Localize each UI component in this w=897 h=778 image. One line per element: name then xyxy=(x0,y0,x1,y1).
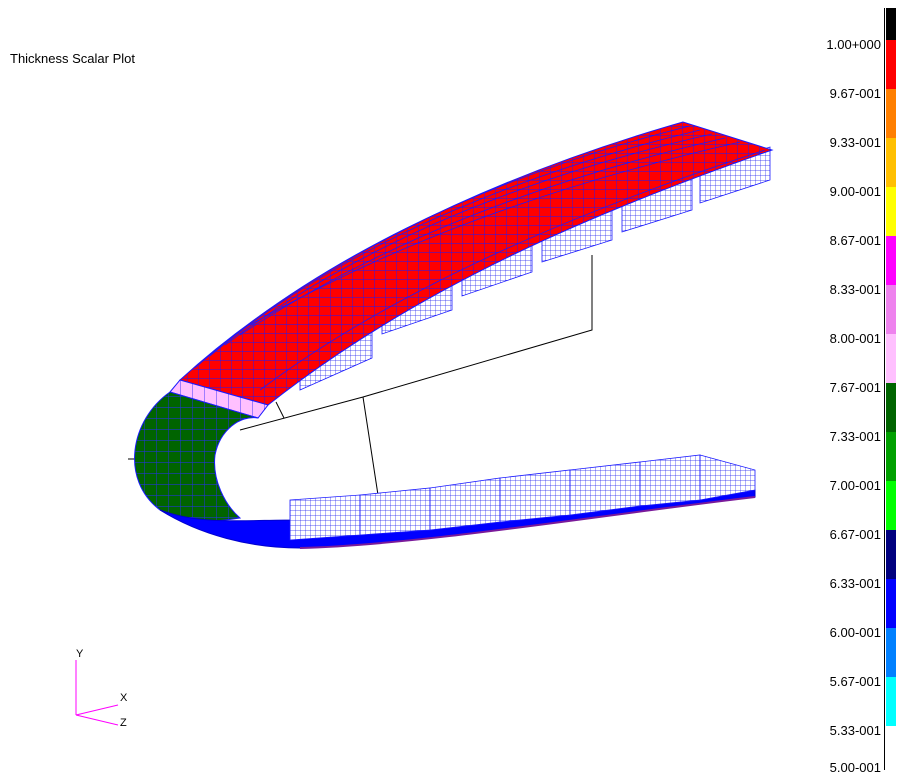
upper-skin-mesh-lines xyxy=(194,125,766,391)
lower-skin-edge-purple xyxy=(299,496,756,549)
plot-title: Thickness Scalar Plot xyxy=(10,51,135,66)
triad-z-label: Z xyxy=(120,717,127,729)
lower-rib-blocks xyxy=(289,454,756,541)
triad-x-label: X xyxy=(120,692,128,704)
upper-skin-panel-red xyxy=(179,121,774,406)
leading-edge-nose-green xyxy=(134,391,259,522)
triad-lines xyxy=(75,660,119,726)
axis-triad: Y X Z xyxy=(60,640,150,740)
triad-y-label: Y xyxy=(76,648,84,660)
